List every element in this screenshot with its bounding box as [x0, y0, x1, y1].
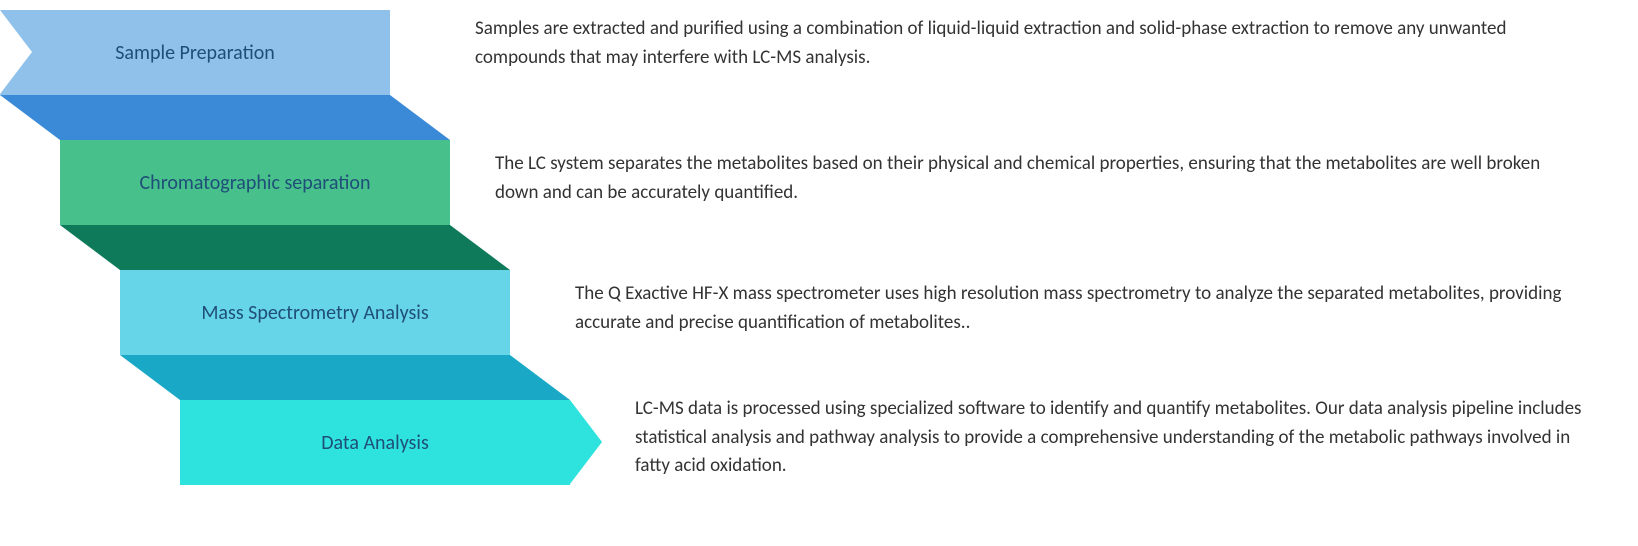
- connector-1-2-shape: [0, 95, 450, 140]
- step-box-data-analysis-arrow: [570, 400, 602, 484]
- desc-text: The Q Exactive HF-X mass spectrometer us…: [575, 282, 1561, 334]
- step-label: Mass Spectrometry Analysis: [201, 301, 428, 325]
- connector-2-3-shape: [60, 225, 510, 270]
- step-box-chromatographic-separation: Chromatographic separation: [60, 140, 450, 225]
- step-desc-sample-preparation: Samples are extracted and purified using…: [475, 15, 1540, 72]
- step-label: Sample Preparation: [115, 41, 275, 65]
- step-desc-chromatographic-separation: The LC system separates the metabolites …: [495, 150, 1545, 207]
- step-desc-data-analysis: LC-MS data is processed using specialize…: [635, 395, 1605, 481]
- step-desc-mass-spectrometry-analysis: The Q Exactive HF-X mass spectrometer us…: [575, 280, 1575, 337]
- step-box-data-analysis: Data Analysis: [180, 400, 570, 485]
- desc-text: The LC system separates the metabolites …: [495, 152, 1540, 204]
- desc-text: Samples are extracted and purified using…: [475, 17, 1506, 69]
- step-label: Chromatographic separation: [140, 171, 371, 195]
- step-label: Data Analysis: [321, 431, 429, 455]
- desc-text: LC-MS data is processed using specialize…: [635, 397, 1581, 477]
- step-box-mass-spectrometry-analysis: Mass Spectrometry Analysis: [120, 270, 510, 355]
- step-box-sample-preparation: Sample Preparation: [0, 10, 390, 95]
- connector-3-4-shape: [120, 355, 570, 400]
